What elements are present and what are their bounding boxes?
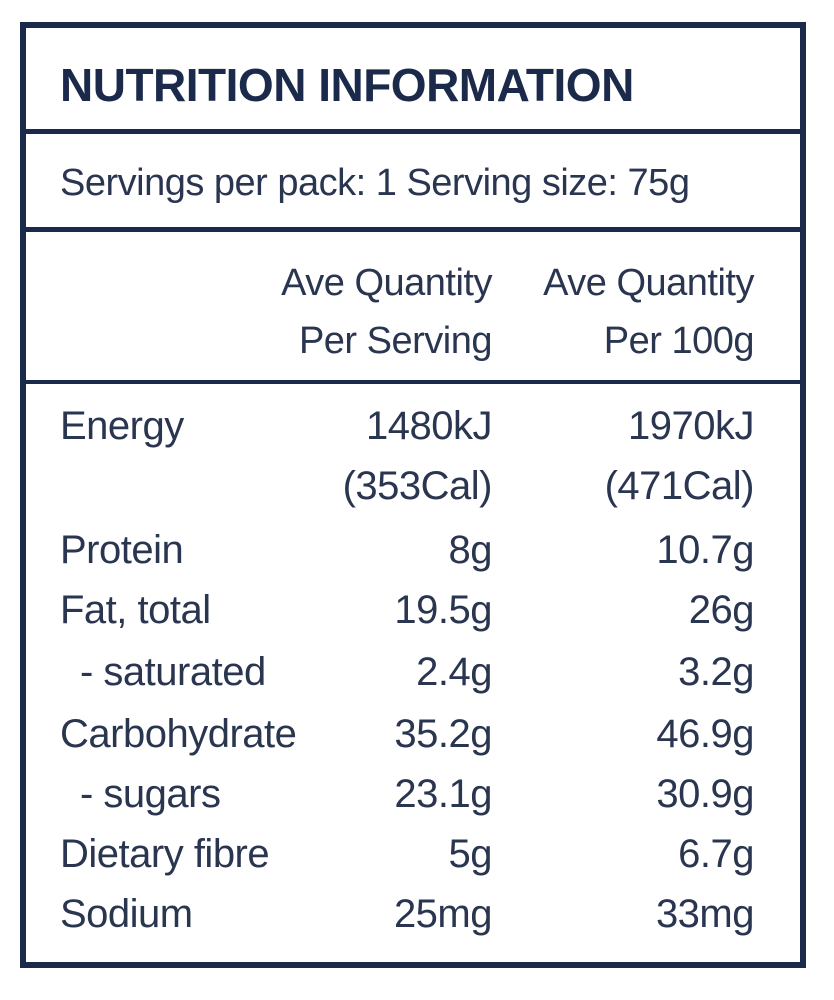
nutrient-label: - saturated — [80, 650, 266, 694]
value-per-serving: 23.1g — [394, 772, 492, 816]
nutrient-label: Carbohydrate — [60, 712, 297, 756]
table-row-energy-cal: (353Cal) (471Cal) — [26, 456, 800, 516]
column-header-per-100g-line1: Ave Quantity — [543, 262, 754, 304]
value-per-100g: 33mg — [655, 892, 755, 936]
column-header-per-serving: Ave Quantity Per Serving — [281, 254, 492, 370]
table-row-fat-total: Fat, total 19.5g 26g — [26, 580, 800, 640]
value-per-serving: 35.2g — [394, 712, 492, 756]
servings-section: Servings per pack: 1 Serving size: 75g — [26, 134, 800, 232]
value-per-100g: (471Cal) — [604, 464, 755, 508]
value-per-100g: 3.2g — [678, 650, 754, 694]
column-header-per-100g: Ave Quantity Per 100g — [543, 254, 754, 370]
value-per-100g: 1970kJ — [628, 404, 754, 448]
value-per-100g: 10.7g — [656, 528, 754, 572]
servings-text: Servings per pack: 1 Serving size: 75g — [60, 162, 690, 204]
panel-title: NUTRITION INFORMATION — [60, 59, 634, 111]
value-per-100g: 46.9g — [656, 712, 754, 756]
value-per-100g: 6.7g — [678, 832, 754, 876]
column-headers: Ave Quantity Per Serving Ave Quantity Pe… — [26, 232, 800, 384]
table-row-protein: Protein 8g 10.7g — [26, 520, 800, 580]
value-per-serving: 25mg — [393, 892, 493, 936]
table-row-sugars: - sugars 23.1g 30.9g — [26, 764, 800, 824]
column-header-per-serving-line2: Per Serving — [298, 320, 493, 362]
value-per-serving: 1480kJ — [366, 404, 492, 448]
nutrient-label: Dietary fibre — [60, 832, 270, 876]
value-per-serving: 2.4g — [416, 650, 492, 694]
value-per-serving: 8g — [448, 528, 493, 572]
table-row-carbohydrate: Carbohydrate 35.2g 46.9g — [26, 704, 800, 764]
table-row-saturated: - saturated 2.4g 3.2g — [26, 642, 800, 702]
nutrient-label: - sugars — [80, 772, 221, 816]
table-row-dietary-fibre: Dietary fibre 5g 6.7g — [26, 824, 800, 884]
nutrient-label: Sodium — [60, 892, 193, 936]
value-per-serving: 5g — [448, 832, 493, 876]
value-per-100g: 26g — [688, 588, 755, 632]
nutrient-label: Protein — [60, 528, 184, 572]
column-header-per-100g-line2: Per 100g — [603, 320, 755, 362]
nutrient-label: Fat, total — [60, 588, 211, 632]
value-per-100g: 30.9g — [656, 772, 754, 816]
value-per-serving: 19.5g — [394, 588, 492, 632]
nutrient-rows: Energy 1480kJ 1970kJ (353Cal) (471Cal) P… — [26, 384, 800, 968]
column-header-per-serving-line1: Ave Quantity — [281, 262, 492, 304]
value-per-serving: (353Cal) — [342, 464, 493, 508]
panel-header: NUTRITION INFORMATION — [26, 28, 800, 134]
table-row-energy: Energy 1480kJ 1970kJ — [26, 396, 800, 456]
table-row-sodium: Sodium 25mg 33mg — [26, 884, 800, 944]
nutrient-label: Energy — [60, 404, 184, 448]
nutrition-panel: NUTRITION INFORMATION Servings per pack:… — [20, 22, 806, 968]
